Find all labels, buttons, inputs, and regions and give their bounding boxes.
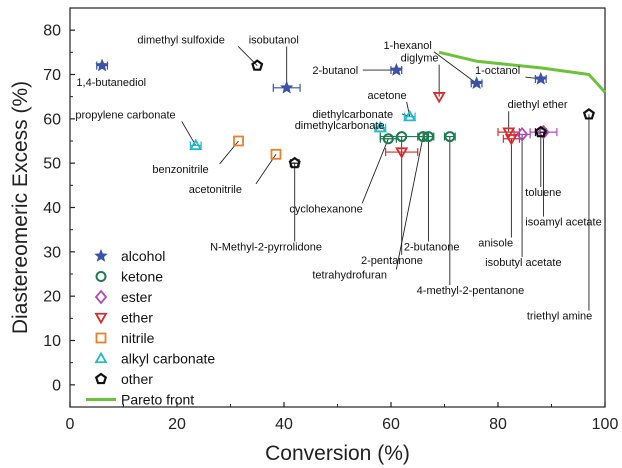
y-tick-label: 0: [52, 377, 61, 394]
point-other: [582, 108, 596, 120]
annotation-leaders: [181, 46, 590, 311]
annotation-leader: [219, 140, 239, 165]
y-tick-label: 30: [43, 244, 61, 261]
point-ketone: [422, 131, 434, 143]
annotation-label: 2-butanone: [404, 242, 460, 254]
point-alkyl-carbonate: [403, 109, 417, 122]
y-tick-label: 20: [43, 289, 61, 306]
legend-marker-alkyl-carbonate: [94, 351, 108, 364]
y-tick-label: 40: [43, 200, 61, 217]
annotation-label: propylene carbonate: [75, 109, 175, 121]
legend-label: Pareto front: [121, 392, 194, 408]
point-ether: [504, 134, 518, 146]
annotation-label: diethylcarbonate: [312, 109, 393, 121]
pareto-line: [438, 50, 607, 94]
annotation-label: 1,4-butanediol: [76, 77, 146, 89]
y-tick-label: 50: [43, 156, 61, 173]
y-tick-label: 60: [43, 111, 61, 128]
annotation-label: isoamyl acetate: [525, 217, 601, 229]
point-alkyl-carbonate: [373, 120, 387, 133]
point-ether: [395, 147, 409, 159]
legend-marker-ester: [94, 289, 108, 305]
point-ether: [502, 127, 516, 139]
x-tick-label: 60: [382, 416, 400, 433]
legend-marker-nitrile: [95, 332, 107, 344]
point-alcohol: [95, 58, 109, 72]
x-tick-label: 0: [66, 416, 75, 433]
annotation-label: isobutanol: [249, 34, 299, 46]
point-ether: [432, 92, 446, 104]
annotation-label: cyclohexanone: [289, 203, 362, 215]
y-tick-label: 70: [43, 67, 61, 84]
point-ketone: [444, 131, 456, 143]
annotation-label: 2-butanol: [312, 65, 358, 77]
annotation-label: acetone: [367, 90, 406, 102]
x-axis-title: Conversion (%): [265, 442, 410, 465]
point-ester: [537, 124, 550, 140]
annotation-label: diglyme: [401, 53, 439, 65]
legend-label: alkyl carbonate: [121, 351, 215, 367]
annotation-label: isobutyl acetate: [485, 257, 561, 269]
annotation-leader: [361, 138, 389, 204]
point-alcohol: [279, 80, 294, 94]
annotation-label: acetonitrile: [189, 184, 242, 196]
annotation-leader: [395, 136, 424, 270]
legend-label: ketone: [121, 269, 163, 285]
annotation-label: 1-octanol: [475, 65, 520, 77]
annotation-label: 4-methyl-2-pentanone: [417, 285, 525, 297]
y-axis-title: Diastereomeric Excess (%): [9, 81, 32, 334]
point-other: [288, 156, 301, 169]
point-alcohol: [389, 63, 404, 76]
annotation-label: dimethyl sulfoxide: [137, 34, 224, 46]
point-nitrile: [233, 135, 244, 147]
axes: 0 20 40 60 80 100 0 10 20 30 40 50 60 70 80: [43, 7, 619, 433]
point-ketone: [417, 131, 429, 143]
x-tick-label: 80: [489, 416, 507, 433]
y-tick-label: 10: [43, 333, 61, 350]
x-tick-label: 40: [275, 416, 293, 433]
data-points: [95, 58, 596, 169]
legend-label: alcohol: [121, 248, 165, 264]
point-ketone: [382, 133, 394, 145]
annotation-label: tetrahydrofuran: [312, 269, 387, 281]
annotation-label: triethyl amine: [527, 311, 592, 323]
annotation-label: 1-hexanol: [384, 40, 432, 52]
point-alcohol: [469, 76, 484, 90]
annotation-label: anisole: [478, 238, 513, 250]
point-other: [251, 59, 264, 71]
annotation-label: 2-pentanone: [361, 255, 423, 267]
annotation-leader: [181, 121, 197, 146]
point-ketone: [396, 131, 408, 143]
point-alcohol: [534, 71, 548, 85]
annotation-label: dimethylcarbonate: [295, 120, 385, 132]
annotation-label: benzonitrile: [152, 164, 208, 176]
legend-label: ester: [121, 289, 152, 305]
x-tick-label: 100: [592, 416, 619, 433]
legend-marker-other: [94, 372, 108, 385]
point-other: [534, 125, 547, 138]
legend-marker-ketone: [95, 271, 107, 282]
pareto-front: [438, 50, 607, 94]
x-tick-label: 20: [168, 416, 186, 433]
legend-marker-alcohol: [94, 248, 108, 262]
annotation-leader: [433, 51, 477, 84]
point-nitrile: [270, 148, 282, 160]
legend-marker-ether: [94, 312, 108, 325]
annotation-label: N-Methyl-2-pyrrolidone: [210, 242, 322, 254]
y-tick-label: 80: [43, 23, 61, 40]
legend-label: other: [121, 371, 153, 387]
legend-label: ether: [121, 310, 153, 326]
point-alkyl-carbonate: [189, 138, 203, 151]
legend-label: nitrile: [121, 330, 155, 346]
annotations: 1,4-butanediol dimethyl sulfoxide isobutan…: [75, 34, 601, 322]
legend: alcohol ketone ester ether nitrile alkyl carb…: [86, 248, 215, 408]
annotation-label: diethyl ether: [508, 99, 568, 111]
annotation-label: toluene: [525, 187, 561, 199]
point-ester: [515, 126, 529, 142]
